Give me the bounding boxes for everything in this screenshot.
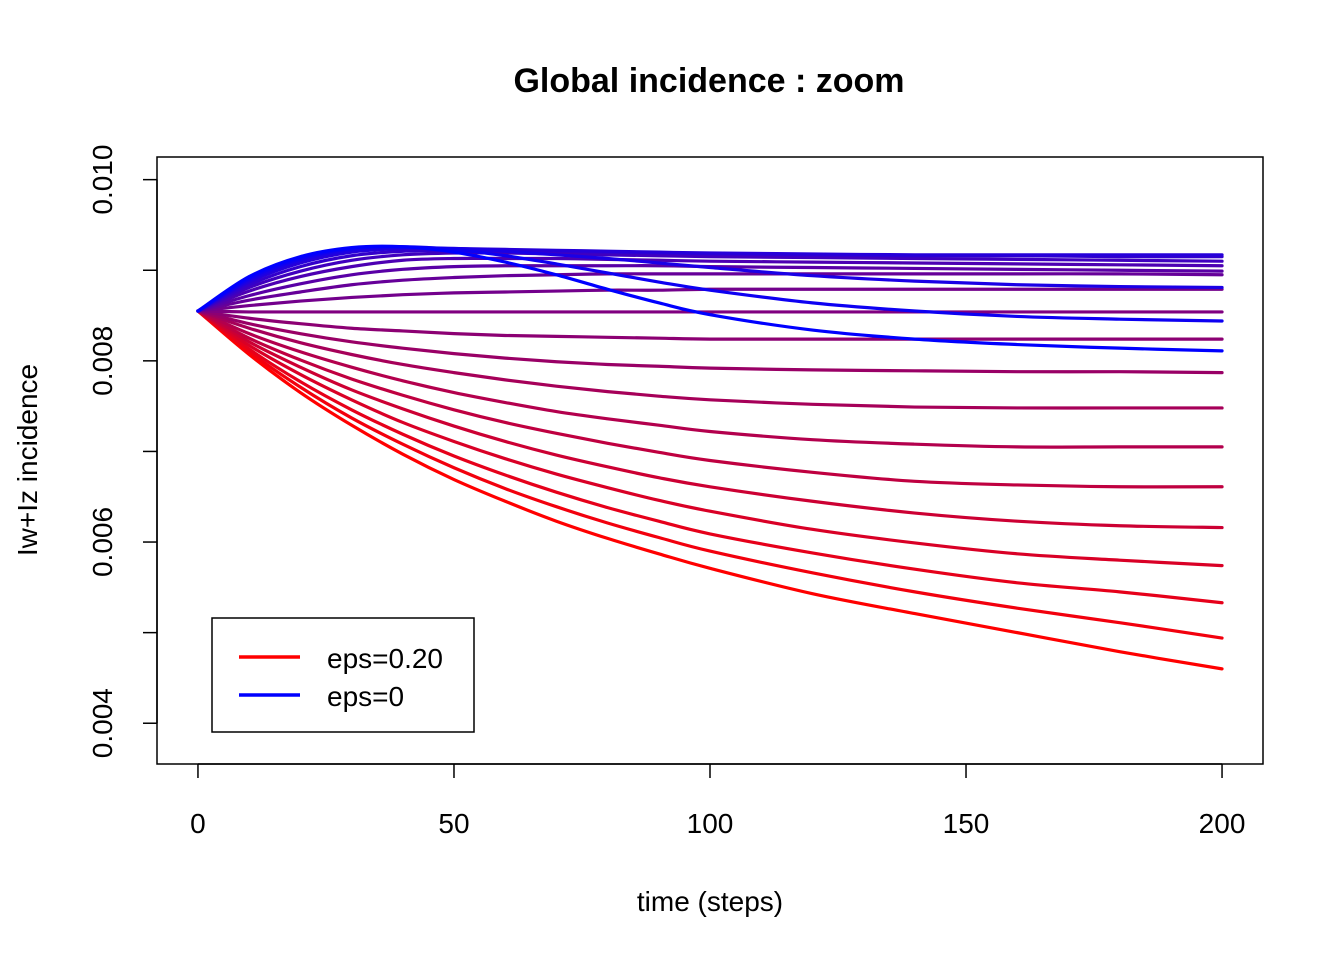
x-axis: 0 50 100 150 200	[190, 763, 1246, 839]
series-line-4	[196, 309, 1224, 530]
chart-title: Global incidence : zoom	[513, 62, 904, 100]
series-line-13	[196, 264, 1224, 313]
series-line-0	[196, 309, 1224, 671]
y-tick-label: 0.006	[87, 507, 118, 577]
series-line-1	[196, 309, 1224, 640]
series-line-8	[196, 309, 1224, 375]
x-tick-label: 200	[1199, 808, 1246, 839]
series-line-6	[196, 309, 1224, 449]
series-line-15	[196, 251, 1224, 313]
series-line-17	[196, 246, 1224, 313]
series-line-2	[196, 309, 1224, 605]
y-axis-label: Iw+Iz incidence	[12, 364, 43, 556]
y-tick-label: 0.010	[87, 145, 118, 215]
x-tick-label: 50	[438, 808, 469, 839]
series-line-9	[196, 309, 1224, 341]
y-axis: 0.004 0.006 0.008 0.010	[87, 145, 158, 758]
legend-box	[211, 617, 475, 733]
legend-label-eps-020: eps=0.20	[327, 643, 443, 674]
x-tick-label: 0	[190, 808, 206, 839]
series-line-12	[196, 272, 1224, 313]
series-layer	[196, 244, 1224, 671]
y-tick-label: 0.008	[87, 326, 118, 396]
series-line-11	[196, 287, 1224, 313]
series-line-5	[196, 309, 1224, 489]
legend: eps=0.20 eps=0	[211, 617, 475, 733]
x-axis-label: time (steps)	[637, 886, 783, 917]
legend-label-eps-0: eps=0	[327, 681, 404, 712]
series-line-7	[196, 309, 1224, 410]
series-line-3	[196, 309, 1224, 568]
x-tick-label: 150	[943, 808, 990, 839]
series-line-20	[196, 244, 1224, 353]
x-tick-label: 100	[687, 808, 734, 839]
series-line-10	[196, 309, 1224, 314]
series-line-18	[196, 245, 1224, 313]
y-tick-label: 0.004	[87, 688, 118, 758]
